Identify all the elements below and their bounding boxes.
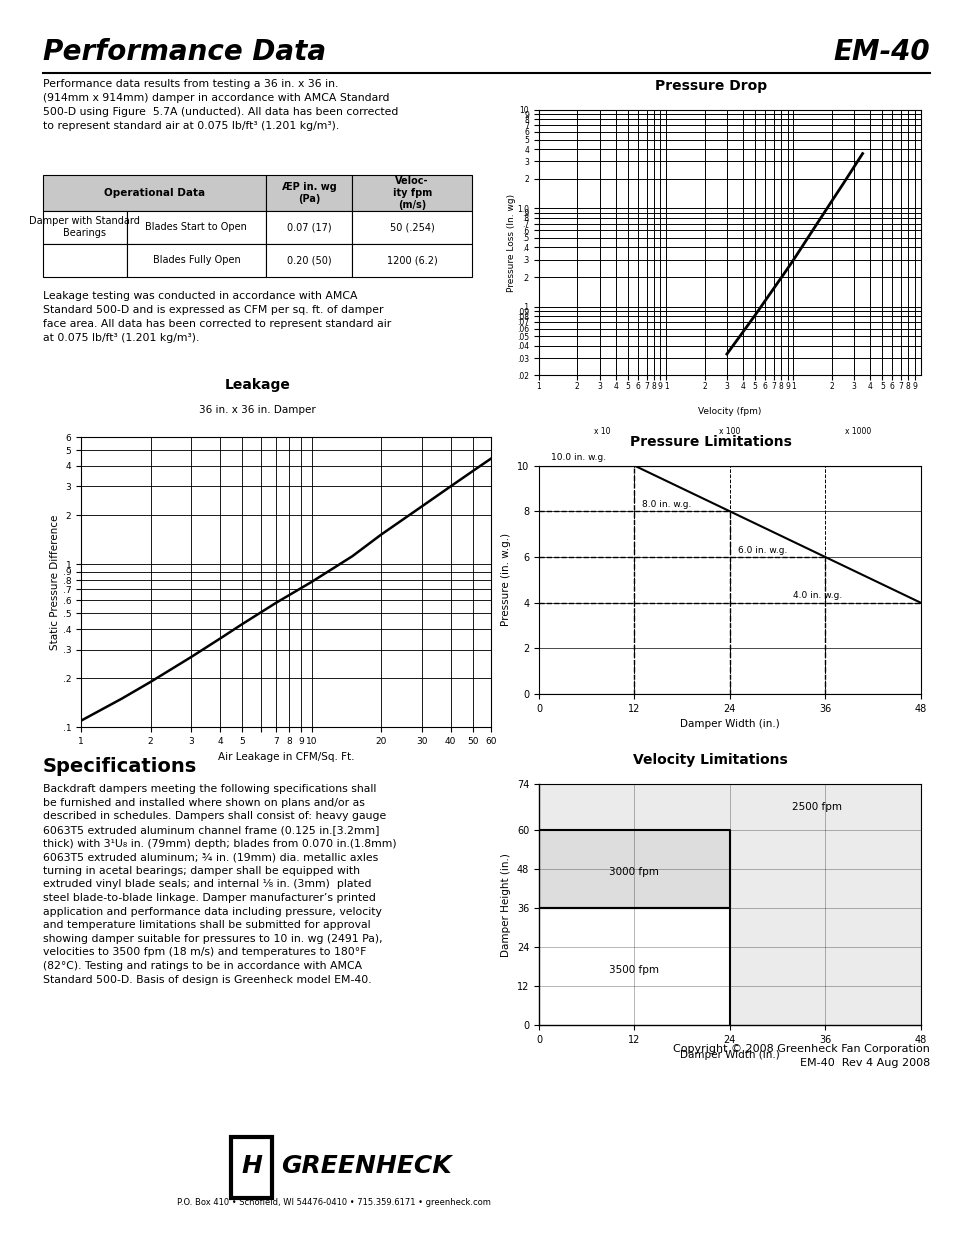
Text: Pressure Limitations: Pressure Limitations xyxy=(629,435,791,448)
Text: Performance data results from testing a 36 in. x 36 in.
(914mm x 914mm) damper i: Performance data results from testing a … xyxy=(43,79,398,131)
Y-axis label: Static Pressure Difference: Static Pressure Difference xyxy=(50,515,60,650)
Text: 50 (.254): 50 (.254) xyxy=(390,222,434,232)
Text: 2500 fpm: 2500 fpm xyxy=(791,802,841,811)
Text: Performance Data: Performance Data xyxy=(43,38,326,67)
Text: Copyright © 2008 Greenheck Fan Corporation
EM-40  Rev 4 Aug 2008: Copyright © 2008 Greenheck Fan Corporati… xyxy=(673,1044,929,1067)
X-axis label: Damper Width (in.): Damper Width (in.) xyxy=(679,719,779,730)
Text: Operational Data: Operational Data xyxy=(104,188,205,198)
Text: Leakage: Leakage xyxy=(224,378,291,391)
Text: x 100: x 100 xyxy=(719,427,740,436)
Bar xyxy=(127,243,266,277)
Text: 1200 (6.2): 1200 (6.2) xyxy=(386,256,437,266)
Bar xyxy=(43,175,266,211)
Text: Blades Fully Open: Blades Fully Open xyxy=(152,256,240,266)
Y-axis label: Pressure Loss (In. wg): Pressure Loss (In. wg) xyxy=(506,194,516,291)
Bar xyxy=(352,211,472,243)
Text: 36 in. x 36 in. Damper: 36 in. x 36 in. Damper xyxy=(199,405,315,415)
Text: Veloc-
ity fpm
(m/s): Veloc- ity fpm (m/s) xyxy=(392,177,432,210)
Text: 3000 fpm: 3000 fpm xyxy=(609,867,659,877)
Text: Velocity Limitations: Velocity Limitations xyxy=(633,753,787,767)
Text: 0.07 (17): 0.07 (17) xyxy=(287,222,331,232)
Text: Damper with Standard
Bearings: Damper with Standard Bearings xyxy=(30,216,140,238)
Y-axis label: Pressure (in. w.g.): Pressure (in. w.g.) xyxy=(501,534,511,626)
Text: GREENHECK: GREENHECK xyxy=(281,1155,452,1178)
Text: 3500 fpm: 3500 fpm xyxy=(609,965,659,974)
Text: Leakage testing was conducted in accordance with AMCA
Standard 500-D and is expr: Leakage testing was conducted in accorda… xyxy=(43,291,391,343)
Bar xyxy=(43,211,127,243)
Bar xyxy=(266,243,352,277)
Text: EM-40: EM-40 xyxy=(833,38,929,67)
Text: x 1000: x 1000 xyxy=(843,427,870,436)
Text: 0.20 (50): 0.20 (50) xyxy=(287,256,331,266)
X-axis label: Air Leakage in CFM/Sq. Ft.: Air Leakage in CFM/Sq. Ft. xyxy=(217,752,355,762)
Text: P.O. Box 410 • Schofield, WI 54476-0410 • 715.359.6171 • greenheck.com: P.O. Box 410 • Schofield, WI 54476-0410 … xyxy=(176,1198,491,1207)
Bar xyxy=(352,175,472,211)
Text: 4.0 in. w.g.: 4.0 in. w.g. xyxy=(793,592,841,600)
Text: Backdraft dampers meeting the following specifications shall
be furnished and in: Backdraft dampers meeting the following … xyxy=(43,784,396,984)
Text: H: H xyxy=(241,1155,262,1178)
Text: 8.0 in. w.g.: 8.0 in. w.g. xyxy=(641,500,691,509)
Text: ÆP in. wg
(Pa): ÆP in. wg (Pa) xyxy=(281,183,336,204)
Bar xyxy=(127,211,266,243)
Bar xyxy=(231,1137,272,1198)
Bar xyxy=(266,175,352,211)
Text: 10.0 in. w.g.: 10.0 in. w.g. xyxy=(551,453,605,462)
Text: Specifications: Specifications xyxy=(43,757,197,777)
Text: Pressure Drop: Pressure Drop xyxy=(654,79,766,93)
Text: Blades Start to Open: Blades Start to Open xyxy=(145,222,247,232)
Text: x 10: x 10 xyxy=(593,427,610,436)
Text: 6.0 in. w.g.: 6.0 in. w.g. xyxy=(737,546,786,555)
X-axis label: Damper Width (in.): Damper Width (in.) xyxy=(679,1050,779,1061)
X-axis label: Velocity (fpm): Velocity (fpm) xyxy=(698,408,760,416)
Bar xyxy=(43,243,127,277)
Bar xyxy=(352,243,472,277)
Y-axis label: Damper Height (in.): Damper Height (in.) xyxy=(501,852,511,957)
Bar xyxy=(266,211,352,243)
